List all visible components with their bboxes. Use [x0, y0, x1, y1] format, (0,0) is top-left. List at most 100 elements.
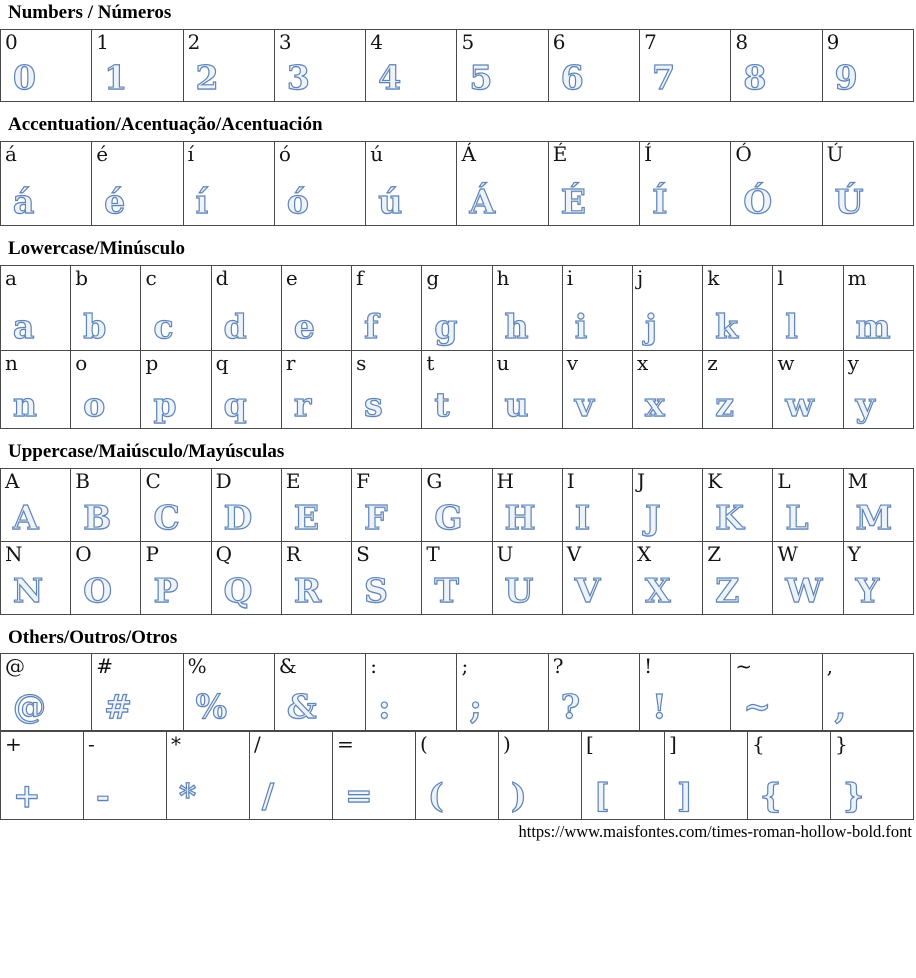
- char-label: s: [356, 350, 367, 375]
- hollow-glyph: b: [83, 306, 107, 346]
- hollow-glyph: S: [363, 570, 388, 610]
- hollow-glyph: 9: [834, 57, 858, 97]
- hollow-glyph: x: [644, 384, 665, 424]
- char-label: /: [254, 732, 261, 757]
- glyph-cell-inner: {{: [749, 732, 830, 819]
- glyph-cell: ,,: [821, 653, 915, 732]
- char-label: o: [75, 350, 88, 375]
- char-label: {: [752, 732, 765, 757]
- char-label: %: [187, 654, 207, 679]
- char-label: =: [337, 732, 354, 757]
- char-label: H: [496, 468, 514, 493]
- char-label: q: [215, 350, 229, 375]
- char-label: A: [5, 468, 20, 493]
- glyph-cell: = =: [332, 731, 416, 821]
- hollow-glyph: B: [83, 497, 112, 537]
- hollow-glyph: o: [83, 384, 106, 424]
- char-label: k: [707, 265, 720, 290]
- glyph-cell: ~ ~: [730, 653, 823, 732]
- glyph-cell: # #: [91, 653, 184, 732]
- section-title-lowercase: Lowercase/Minúsculo: [8, 237, 185, 259]
- section-title-others: Others/Outros/Otros: [8, 626, 178, 648]
- char-label: é: [96, 141, 109, 166]
- hollow-glyph: /: [261, 776, 275, 816]
- glyph-cell: ((: [415, 731, 499, 821]
- char-label: O: [75, 541, 92, 566]
- char-label: ;: [461, 654, 469, 679]
- char-label: :: [370, 654, 377, 679]
- hollow-glyph: O: [83, 570, 113, 610]
- hollow-glyph: ): [510, 776, 527, 816]
- char-label: 6: [552, 29, 566, 54]
- char-label: j: [636, 265, 644, 290]
- hollow-glyph: ó: [286, 181, 309, 221]
- char-label: v: [566, 350, 579, 375]
- hollow-glyph: J: [644, 497, 661, 537]
- hollow-glyph: g: [434, 306, 458, 346]
- hollow-glyph: (: [427, 776, 444, 816]
- glyph-cell: [[: [581, 731, 665, 821]
- hollow-glyph: H: [504, 497, 536, 537]
- hollow-glyph: h: [504, 306, 529, 346]
- hollow-glyph: p: [153, 384, 177, 424]
- hollow-glyph: Í: [651, 181, 668, 221]
- char-label: f: [356, 265, 364, 290]
- char-label: 4: [370, 29, 383, 54]
- glyph-cell: {{: [747, 731, 831, 821]
- glyph-cell-inner: = =: [334, 732, 415, 819]
- hollow-glyph: Q: [223, 570, 253, 610]
- hollow-glyph: 6: [560, 57, 584, 97]
- glyph-cell-inner: !!: [641, 655, 730, 730]
- section-title-accentuation: Accentuation/Acentuação/Acentuación: [8, 113, 323, 135]
- glyph-cell: + +: [0, 731, 84, 821]
- hollow-glyph: 3: [286, 57, 310, 97]
- hollow-glyph: %: [195, 687, 228, 727]
- hollow-glyph: Ú: [834, 181, 864, 221]
- section-numbers: Numbers / Números 0 0 1 1 2 2 3 3 4 4 5 5 6 6 7 7 8 8 9 9: [0, 2, 916, 102]
- glyph-cell-inner: ??: [549, 655, 638, 730]
- char-label: t: [426, 350, 435, 375]
- char-label: 3: [278, 29, 292, 54]
- hollow-glyph: &: [286, 687, 317, 727]
